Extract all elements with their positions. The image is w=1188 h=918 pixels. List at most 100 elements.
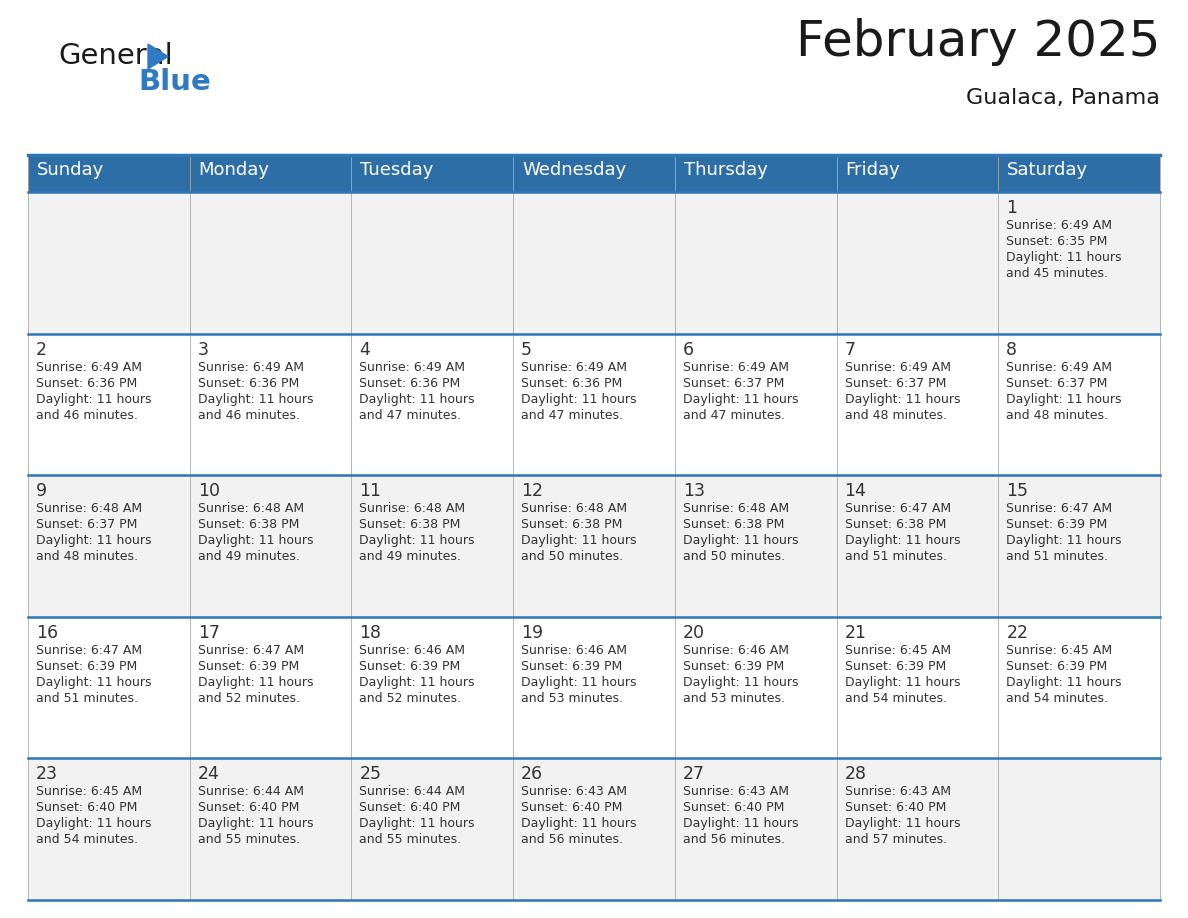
Text: Sunrise: 6:47 AM: Sunrise: 6:47 AM (197, 644, 304, 656)
Text: Sunset: 6:36 PM: Sunset: 6:36 PM (36, 376, 138, 389)
Text: and 51 minutes.: and 51 minutes. (1006, 550, 1108, 564)
Text: Daylight: 11 hours: Daylight: 11 hours (197, 817, 314, 831)
Text: Daylight: 11 hours: Daylight: 11 hours (197, 676, 314, 688)
Text: Sunrise: 6:48 AM: Sunrise: 6:48 AM (360, 502, 466, 515)
Text: Daylight: 11 hours: Daylight: 11 hours (683, 393, 798, 406)
Text: Sunset: 6:38 PM: Sunset: 6:38 PM (522, 518, 623, 532)
Text: Daylight: 11 hours: Daylight: 11 hours (845, 534, 960, 547)
Text: Daylight: 11 hours: Daylight: 11 hours (845, 393, 960, 406)
Text: and 46 minutes.: and 46 minutes. (197, 409, 299, 421)
Text: and 45 minutes.: and 45 minutes. (1006, 267, 1108, 280)
Text: 16: 16 (36, 624, 58, 642)
Text: Sunday: Sunday (37, 161, 105, 179)
Text: and 54 minutes.: and 54 minutes. (845, 692, 947, 705)
Text: Sunrise: 6:46 AM: Sunrise: 6:46 AM (522, 644, 627, 656)
Bar (29, 617, 1159, 758)
Text: and 47 minutes.: and 47 minutes. (683, 409, 785, 421)
Text: Daylight: 11 hours: Daylight: 11 hours (1006, 534, 1121, 547)
Text: and 47 minutes.: and 47 minutes. (360, 409, 461, 421)
Text: Wednesday: Wednesday (523, 161, 626, 179)
Text: Sunrise: 6:46 AM: Sunrise: 6:46 AM (360, 644, 466, 656)
Text: 21: 21 (845, 624, 866, 642)
Polygon shape (148, 44, 168, 69)
Text: Daylight: 11 hours: Daylight: 11 hours (36, 534, 152, 547)
Text: and 48 minutes.: and 48 minutes. (36, 550, 138, 564)
Text: Sunrise: 6:44 AM: Sunrise: 6:44 AM (360, 786, 466, 799)
Text: Sunset: 6:36 PM: Sunset: 6:36 PM (197, 376, 299, 389)
Bar (29, 333, 1159, 476)
Text: Daylight: 11 hours: Daylight: 11 hours (360, 534, 475, 547)
Bar (29, 476, 1159, 617)
Text: Sunrise: 6:49 AM: Sunrise: 6:49 AM (360, 361, 466, 374)
Text: 9: 9 (36, 482, 48, 500)
Text: and 56 minutes.: and 56 minutes. (522, 834, 624, 846)
Text: 1: 1 (1006, 199, 1017, 217)
Text: and 48 minutes.: and 48 minutes. (1006, 409, 1108, 421)
Text: Sunrise: 6:49 AM: Sunrise: 6:49 AM (197, 361, 304, 374)
Text: Daylight: 11 hours: Daylight: 11 hours (845, 676, 960, 688)
Text: and 52 minutes.: and 52 minutes. (360, 692, 461, 705)
Text: Sunset: 6:38 PM: Sunset: 6:38 PM (845, 518, 946, 532)
Text: Friday: Friday (846, 161, 901, 179)
Text: Sunrise: 6:48 AM: Sunrise: 6:48 AM (522, 502, 627, 515)
Text: and 49 minutes.: and 49 minutes. (197, 550, 299, 564)
Text: and 46 minutes.: and 46 minutes. (36, 409, 138, 421)
Text: Sunrise: 6:44 AM: Sunrise: 6:44 AM (197, 786, 304, 799)
Text: Daylight: 11 hours: Daylight: 11 hours (360, 676, 475, 688)
Text: Sunset: 6:40 PM: Sunset: 6:40 PM (845, 801, 946, 814)
Text: 11: 11 (360, 482, 381, 500)
Text: Sunrise: 6:48 AM: Sunrise: 6:48 AM (36, 502, 143, 515)
Text: Daylight: 11 hours: Daylight: 11 hours (522, 534, 637, 547)
Text: 17: 17 (197, 624, 220, 642)
Text: and 55 minutes.: and 55 minutes. (360, 834, 462, 846)
Text: 3: 3 (197, 341, 209, 359)
Text: Daylight: 11 hours: Daylight: 11 hours (360, 393, 475, 406)
Text: Sunrise: 6:45 AM: Sunrise: 6:45 AM (845, 644, 950, 656)
Text: Sunrise: 6:47 AM: Sunrise: 6:47 AM (36, 644, 143, 656)
Text: and 49 minutes.: and 49 minutes. (360, 550, 461, 564)
Bar (29, 758, 1159, 900)
Text: Sunrise: 6:48 AM: Sunrise: 6:48 AM (197, 502, 304, 515)
Text: and 54 minutes.: and 54 minutes. (36, 834, 138, 846)
Text: 7: 7 (845, 341, 855, 359)
Text: and 50 minutes.: and 50 minutes. (522, 550, 624, 564)
Text: and 53 minutes.: and 53 minutes. (522, 692, 624, 705)
Text: Sunset: 6:38 PM: Sunset: 6:38 PM (197, 518, 299, 532)
Text: Sunset: 6:37 PM: Sunset: 6:37 PM (1006, 376, 1107, 389)
Text: Daylight: 11 hours: Daylight: 11 hours (36, 676, 152, 688)
Text: Sunset: 6:39 PM: Sunset: 6:39 PM (845, 660, 946, 673)
Text: Daylight: 11 hours: Daylight: 11 hours (683, 676, 798, 688)
Bar (29, 192, 1159, 333)
Text: Sunrise: 6:49 AM: Sunrise: 6:49 AM (1006, 219, 1112, 232)
Text: Sunset: 6:36 PM: Sunset: 6:36 PM (360, 376, 461, 389)
Text: 19: 19 (522, 624, 543, 642)
Text: Sunset: 6:39 PM: Sunset: 6:39 PM (683, 660, 784, 673)
Text: Daylight: 11 hours: Daylight: 11 hours (1006, 676, 1121, 688)
Text: Sunrise: 6:49 AM: Sunrise: 6:49 AM (683, 361, 789, 374)
Text: Sunrise: 6:49 AM: Sunrise: 6:49 AM (1006, 361, 1112, 374)
Text: 22: 22 (1006, 624, 1029, 642)
Text: and 52 minutes.: and 52 minutes. (197, 692, 299, 705)
Text: Monday: Monday (198, 161, 270, 179)
Text: 5: 5 (522, 341, 532, 359)
Text: Sunset: 6:40 PM: Sunset: 6:40 PM (360, 801, 461, 814)
Text: Sunrise: 6:43 AM: Sunrise: 6:43 AM (845, 786, 950, 799)
Text: Daylight: 11 hours: Daylight: 11 hours (522, 817, 637, 831)
Text: Daylight: 11 hours: Daylight: 11 hours (522, 393, 637, 406)
Text: Sunrise: 6:49 AM: Sunrise: 6:49 AM (522, 361, 627, 374)
Text: 8: 8 (1006, 341, 1017, 359)
Text: Sunrise: 6:48 AM: Sunrise: 6:48 AM (683, 502, 789, 515)
Text: February 2025: February 2025 (796, 18, 1159, 66)
Text: Tuesday: Tuesday (360, 161, 434, 179)
Text: Daylight: 11 hours: Daylight: 11 hours (197, 393, 314, 406)
Text: Daylight: 11 hours: Daylight: 11 hours (522, 676, 637, 688)
Text: Sunset: 6:39 PM: Sunset: 6:39 PM (522, 660, 623, 673)
Text: Sunrise: 6:49 AM: Sunrise: 6:49 AM (845, 361, 950, 374)
Text: Daylight: 11 hours: Daylight: 11 hours (1006, 251, 1121, 264)
Text: 20: 20 (683, 624, 704, 642)
Text: 4: 4 (360, 341, 371, 359)
Text: 12: 12 (522, 482, 543, 500)
Text: Daylight: 11 hours: Daylight: 11 hours (197, 534, 314, 547)
Text: 26: 26 (522, 766, 543, 783)
Text: Sunset: 6:38 PM: Sunset: 6:38 PM (683, 518, 784, 532)
